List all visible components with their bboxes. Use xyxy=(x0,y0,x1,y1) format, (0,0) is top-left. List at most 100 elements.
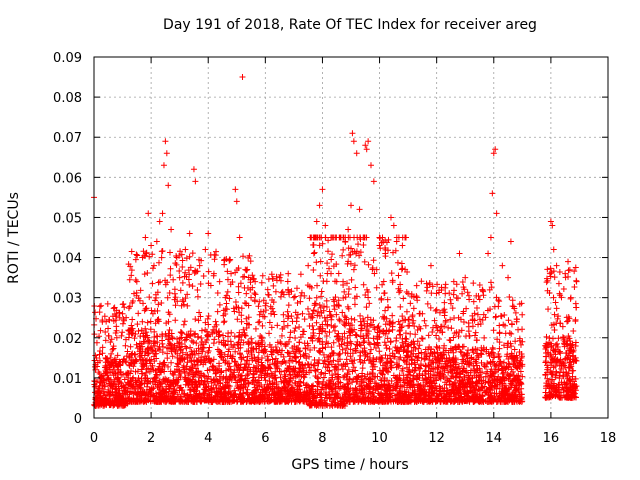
data-point xyxy=(173,261,180,268)
data-point xyxy=(400,295,407,302)
data-point xyxy=(104,358,111,365)
data-point xyxy=(220,375,227,382)
data-point xyxy=(165,363,172,370)
data-point xyxy=(138,366,145,373)
data-point xyxy=(208,376,215,383)
data-point xyxy=(289,318,296,325)
data-point xyxy=(157,278,164,285)
data-point xyxy=(97,394,104,401)
data-point xyxy=(210,356,217,363)
data-point xyxy=(148,344,155,351)
data-point xyxy=(312,300,319,307)
data-point xyxy=(140,361,147,368)
data-point xyxy=(508,321,515,328)
data-point xyxy=(112,360,119,367)
data-point xyxy=(155,365,162,372)
data-point xyxy=(398,260,405,267)
data-point xyxy=(252,325,259,332)
data-point xyxy=(211,251,218,258)
data-point xyxy=(151,328,158,335)
data-point xyxy=(202,319,209,326)
data-point xyxy=(133,357,140,364)
data-point xyxy=(179,330,186,337)
data-point xyxy=(236,366,243,373)
data-point xyxy=(217,379,224,386)
data-point xyxy=(239,273,246,280)
data-point xyxy=(130,374,137,381)
data-point xyxy=(475,321,482,328)
data-point xyxy=(157,391,164,398)
data-point xyxy=(121,387,128,394)
data-point xyxy=(278,368,285,375)
data-point xyxy=(555,335,562,342)
data-point xyxy=(205,268,212,275)
data-point xyxy=(96,309,103,316)
data-point xyxy=(445,324,452,331)
data-point xyxy=(418,349,425,356)
data-point xyxy=(353,341,360,348)
data-point xyxy=(285,270,292,277)
data-point xyxy=(171,369,178,376)
data-point xyxy=(481,334,488,341)
data-point xyxy=(232,299,239,306)
data-point xyxy=(207,282,214,289)
data-point xyxy=(375,323,382,330)
data-point xyxy=(318,288,325,295)
data-point xyxy=(547,265,554,272)
data-point xyxy=(177,395,184,402)
data-point xyxy=(114,352,121,359)
data-point xyxy=(133,251,140,258)
data-point xyxy=(382,321,389,328)
data-point xyxy=(193,340,200,347)
data-point xyxy=(351,301,358,308)
data-point xyxy=(340,246,347,253)
data-point xyxy=(326,329,333,336)
data-point xyxy=(323,297,330,304)
data-point xyxy=(196,374,203,381)
data-point xyxy=(203,337,210,344)
data-point xyxy=(188,337,195,344)
data-point xyxy=(464,289,471,296)
data-point xyxy=(138,340,145,347)
data-point xyxy=(353,332,360,339)
data-point xyxy=(209,330,216,337)
data-point xyxy=(259,272,266,279)
data-point xyxy=(381,339,388,346)
data-point xyxy=(106,389,113,396)
data-point xyxy=(155,384,162,391)
data-point xyxy=(506,293,513,300)
data-point xyxy=(245,380,252,387)
data-point xyxy=(281,368,288,375)
data-point xyxy=(168,359,175,366)
data-point xyxy=(194,358,201,365)
data-point xyxy=(190,388,197,395)
data-point xyxy=(189,362,196,369)
data-point xyxy=(214,390,221,397)
data-point xyxy=(229,344,236,351)
data-point xyxy=(235,289,242,296)
data-point xyxy=(442,317,449,324)
data-point xyxy=(154,372,161,379)
data-point xyxy=(243,290,250,297)
data-point xyxy=(225,366,232,373)
data-point xyxy=(164,294,171,301)
data-point xyxy=(159,340,166,347)
data-point xyxy=(184,359,191,366)
data-point xyxy=(388,270,395,277)
data-point xyxy=(282,359,289,366)
data-point xyxy=(126,276,133,283)
data-point xyxy=(107,362,114,369)
data-point xyxy=(339,346,346,353)
data-point xyxy=(128,248,135,255)
data-point xyxy=(179,356,186,363)
data-point xyxy=(294,300,301,307)
data-point xyxy=(211,336,218,343)
data-point xyxy=(143,329,150,336)
data-point xyxy=(141,338,148,345)
data-point xyxy=(217,353,224,360)
data-point xyxy=(111,399,118,406)
data-point xyxy=(113,327,120,334)
data-point xyxy=(310,266,317,273)
data-point xyxy=(166,332,173,339)
data-point xyxy=(352,284,359,291)
